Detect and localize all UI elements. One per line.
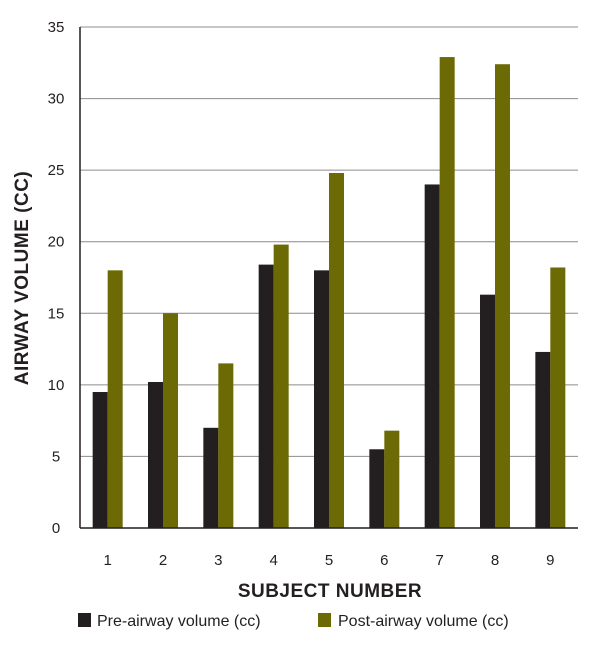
bar-pre-subject-3 (203, 427, 219, 528)
x-tick-label-6: 6 (380, 552, 388, 569)
y-tick-label-25: 25 (48, 162, 65, 179)
bar-pre-subject-5 (314, 270, 329, 528)
legend-swatch-post (318, 613, 331, 627)
y-axis-title: AIRWAY VOLUME (CC) (12, 171, 33, 386)
y-tick-label-5: 5 (52, 448, 60, 465)
x-tick-label-3: 3 (214, 552, 222, 569)
bar-post-subject-4 (273, 244, 289, 528)
x-tick-labels: 1 2 3 4 5 6 7 8 9 (103, 552, 554, 569)
y-tick-label-30: 30 (48, 91, 65, 108)
x-axis-title: SUBJECT NUMBER (238, 581, 422, 602)
bar-post-subject-3 (218, 363, 234, 528)
axes (79, 27, 578, 529)
x-tick-label-1: 1 (103, 552, 111, 569)
legend-label-post: Post-airway volume (cc) (338, 613, 509, 630)
x-tick-label-8: 8 (491, 552, 499, 569)
legend-label-pre: Pre-airway volume (cc) (97, 613, 261, 630)
bar-post-subject-2 (163, 313, 178, 528)
x-tick-label-9: 9 (546, 552, 554, 569)
bar-pre-subject-9 (535, 351, 551, 528)
bar-post-subject-8 (495, 64, 510, 529)
bar-post-subject-7 (439, 57, 455, 529)
y-tick-label-0: 0 (52, 520, 60, 537)
legend: Pre-airway volume (cc) Post-airway volume… (78, 613, 509, 630)
bar-post-subject-5 (329, 173, 344, 528)
bar-pre-subject-6 (369, 449, 385, 528)
y-tick-label-35: 35 (48, 19, 65, 36)
bar-pre-subject-7 (424, 184, 440, 528)
bars (92, 57, 566, 529)
y-tick-label-15: 15 (48, 305, 65, 322)
x-tick-label-4: 4 (269, 552, 277, 569)
bar-pre-subject-2 (148, 381, 163, 528)
y-tick-label-20: 20 (48, 234, 65, 251)
y-tick-labels: 0 5 10 15 20 25 30 35 (48, 19, 65, 537)
bar-post-subject-1 (107, 270, 123, 528)
bar-pre-subject-1 (92, 392, 108, 528)
x-tick-label-7: 7 (435, 552, 443, 569)
bar-pre-subject-4 (258, 264, 274, 528)
y-tick-label-10: 10 (48, 377, 65, 394)
bar-post-subject-9 (550, 267, 566, 528)
legend-swatch-pre (78, 613, 91, 627)
x-tick-label-2: 2 (159, 552, 167, 569)
x-tick-label-5: 5 (325, 552, 333, 569)
bar-pre-subject-8 (480, 294, 495, 528)
bar-post-subject-6 (384, 430, 400, 528)
